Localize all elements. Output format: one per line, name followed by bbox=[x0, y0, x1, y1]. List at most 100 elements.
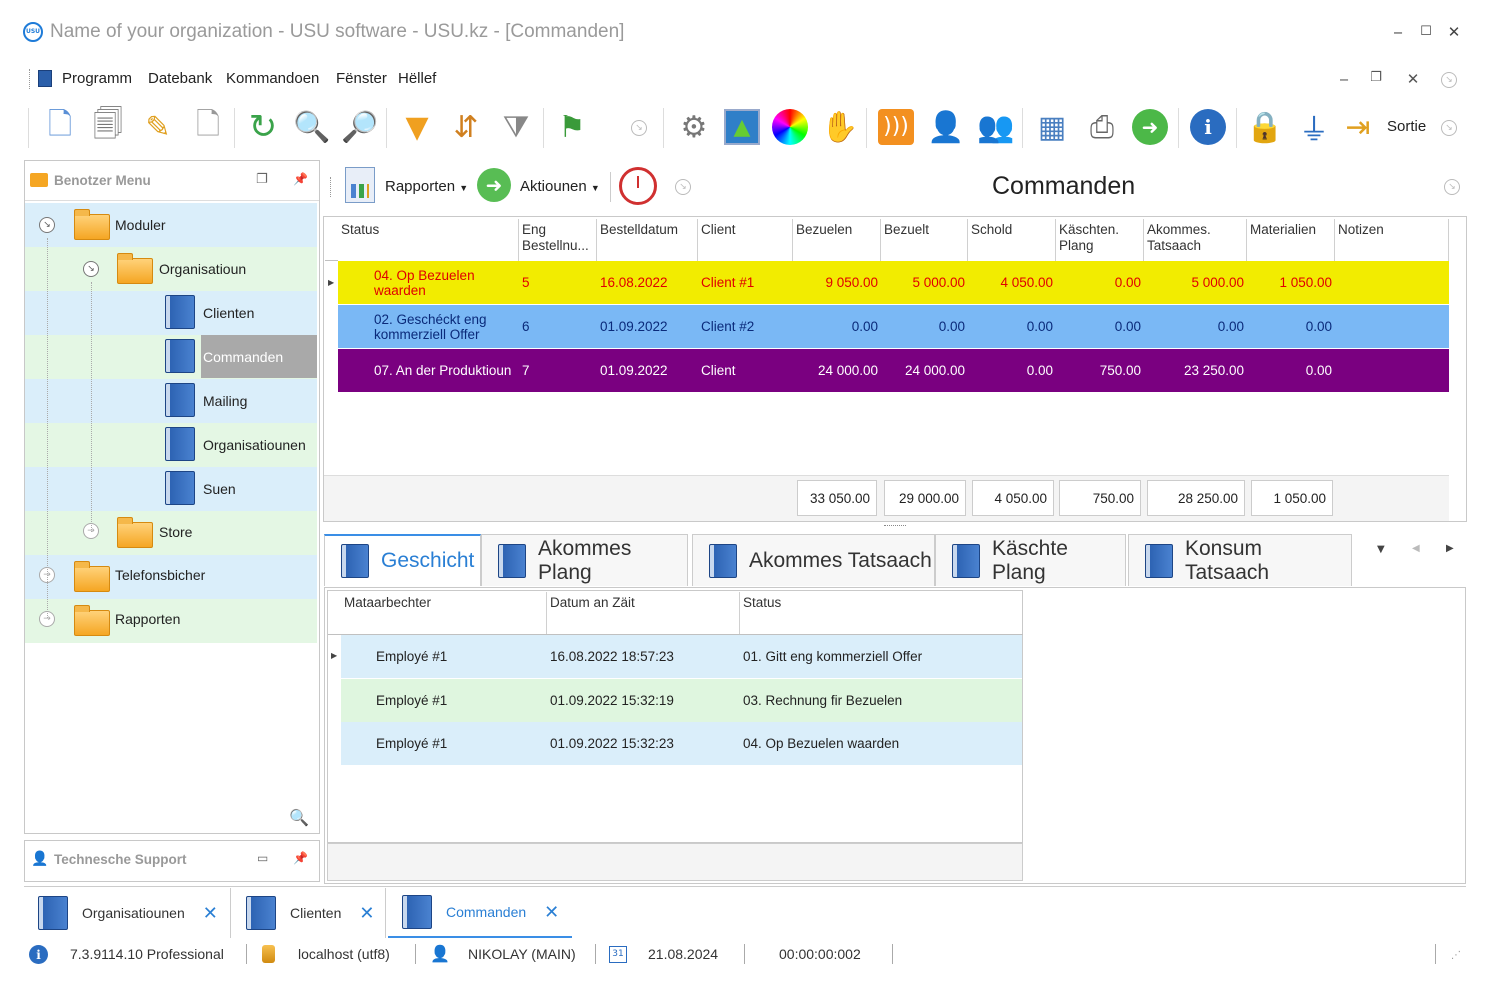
close-tab-icon[interactable]: ✕ bbox=[202, 902, 218, 923]
flag-icon[interactable]: ⚑ bbox=[558, 109, 586, 145]
doc-toolbar-overflow-icon[interactable]: ↘ bbox=[675, 179, 691, 195]
history-row[interactable]: Employé #1 01.09.2022 15:32:23 04. Op Be… bbox=[341, 722, 1022, 765]
filter-icon[interactable]: ▼ bbox=[405, 109, 429, 145]
doc-tab-organisatiounen[interactable]: Organisatiounen ✕ bbox=[24, 888, 231, 938]
clear-filter-icon[interactable]: ⧩ bbox=[502, 109, 530, 145]
history-row[interactable]: Employé #1 16.08.2022 18:57:23 01. Gitt … bbox=[341, 635, 1022, 678]
tree-item-organisatiounen[interactable]: Organisatiounen bbox=[25, 423, 317, 467]
minimize-button[interactable]: ‒ bbox=[1393, 23, 1403, 41]
advanced-search-icon[interactable]: 🔎 bbox=[341, 109, 379, 145]
delete-document-icon[interactable]: 🗋 bbox=[195, 106, 221, 142]
column-header-to-pay[interactable]: Bezuelen bbox=[793, 219, 881, 261]
tree-search-icon[interactable]: 🔍 bbox=[289, 808, 309, 827]
table-icon[interactable]: ▦ bbox=[1037, 109, 1067, 145]
collapse-icon[interactable]: ↘ bbox=[83, 261, 99, 277]
user-settings-icon[interactable]: 👤 bbox=[927, 109, 965, 145]
column-header-status[interactable]: Status bbox=[338, 219, 519, 261]
plug-icon[interactable]: ⏚ bbox=[1299, 113, 1329, 148]
mdi-close-button[interactable]: ✕ bbox=[1406, 70, 1420, 88]
tree-item-moduler[interactable]: ↘ Moduler bbox=[25, 203, 317, 247]
column-header-materials[interactable]: Materialien bbox=[1247, 219, 1335, 261]
support-pin-icon[interactable]: 📌 bbox=[293, 851, 308, 865]
settings-gear-icon[interactable]: ⚙ bbox=[680, 109, 708, 145]
tab-list-dropdown-icon[interactable]: ▼ bbox=[1377, 544, 1385, 555]
color-wheel-icon[interactable] bbox=[768, 104, 812, 150]
actions-dropdown[interactable]: Aktiounen ▼ bbox=[520, 178, 600, 195]
hand-icon[interactable]: ✋ bbox=[821, 109, 859, 145]
tab-cost-plan[interactable]: Käschte Plang bbox=[935, 534, 1126, 586]
mdi-minimize-button[interactable]: ‒ bbox=[1339, 70, 1349, 88]
column-header-debt[interactable]: Schold bbox=[968, 219, 1056, 261]
info-icon[interactable]: i bbox=[1186, 104, 1230, 150]
column-header-order-number[interactable]: Eng Bestellnu... bbox=[519, 219, 597, 261]
tree-item-telefonsbicher[interactable]: → Telefonsbicher bbox=[25, 555, 317, 599]
menu-hellef[interactable]: Hëllef bbox=[398, 70, 437, 87]
toolbar-overflow-icon[interactable]: ↘ bbox=[631, 120, 647, 136]
refresh-icon[interactable]: ↻ bbox=[248, 107, 278, 147]
table-row[interactable]: 07. An der Produktioun 7 01.09.2022 Clie… bbox=[338, 349, 1449, 392]
tree-item-commanden[interactable]: Commanden bbox=[25, 335, 317, 379]
reports-dropdown[interactable]: Rapporten ▼ bbox=[385, 178, 468, 195]
tab-scroll-left-icon[interactable]: ◀ bbox=[1412, 543, 1420, 554]
tree-item-suen[interactable]: Suen bbox=[25, 467, 317, 511]
menu-overflow-icon[interactable]: ↘ bbox=[1441, 72, 1457, 88]
maximize-button[interactable]: ☐ bbox=[1420, 24, 1432, 39]
menu-datebank[interactable]: Datebank bbox=[148, 70, 213, 87]
column-header-notes[interactable]: Notizen bbox=[1335, 219, 1449, 261]
close-tab-icon[interactable]: ✕ bbox=[544, 901, 560, 922]
print-icon[interactable]: ⎙ bbox=[1090, 109, 1114, 145]
menu-programm[interactable]: Programm bbox=[62, 70, 133, 87]
go-arrow-icon[interactable]: ➜ bbox=[1128, 104, 1172, 150]
panel-pin-icon[interactable]: 📌 bbox=[293, 172, 308, 186]
timer-clock-icon[interactable] bbox=[619, 167, 657, 205]
tree-item-organisatioun[interactable]: ↘ Organisatioun bbox=[25, 247, 317, 291]
new-document-icon[interactable]: 🗋 bbox=[47, 106, 73, 142]
column-header-history-status[interactable]: Status bbox=[740, 592, 1022, 634]
menu-fenster[interactable]: Fënster bbox=[336, 70, 387, 87]
edit-document-icon[interactable]: ✎ bbox=[145, 109, 171, 145]
table-row[interactable]: 04. Op Bezuelen waarden 5 16.08.2022 Cli… bbox=[338, 261, 1449, 304]
expand-icon[interactable]: → bbox=[39, 611, 55, 627]
tree-item-store[interactable]: → Store bbox=[25, 511, 317, 555]
column-header-client[interactable]: Client bbox=[698, 219, 793, 261]
tab-income-actual[interactable]: Akommes Tatsaach bbox=[692, 534, 935, 586]
close-tab-icon[interactable]: ✕ bbox=[359, 902, 375, 923]
actions-icon[interactable]: ➜ bbox=[477, 168, 511, 202]
users-group-icon[interactable]: 👥 bbox=[977, 109, 1015, 145]
menu-kommandoen[interactable]: Kommandoen bbox=[226, 70, 320, 87]
exit-icon[interactable]: ⇥ bbox=[1345, 109, 1371, 145]
table-row[interactable]: 02. Geschéckt eng kommerziell Offer 6 01… bbox=[338, 305, 1449, 348]
tab-history[interactable]: Geschicht bbox=[324, 534, 481, 586]
column-header-paid[interactable]: Bezuelt bbox=[881, 219, 968, 261]
rss-icon[interactable]: ))) bbox=[874, 104, 918, 150]
doc-tab-commanden[interactable]: Commanden ✕ bbox=[388, 888, 572, 938]
lock-icon[interactable]: 🔒 bbox=[1246, 109, 1284, 145]
toolbar-overflow-icon-2[interactable]: ↘ bbox=[1441, 120, 1457, 136]
resize-grip-icon[interactable]: ⋰ bbox=[1451, 950, 1461, 961]
column-header-employee[interactable]: Mataarbechter bbox=[341, 592, 547, 634]
support-restore-icon[interactable]: ▭ bbox=[257, 851, 269, 865]
tab-scroll-right-icon[interactable]: ▶ bbox=[1446, 543, 1454, 554]
reports-icon[interactable] bbox=[345, 167, 375, 203]
column-header-income-actual[interactable]: Akommes. Tatsaach bbox=[1144, 219, 1247, 261]
exit-label[interactable]: Sortie bbox=[1387, 118, 1427, 135]
tree-item-mailing[interactable]: Mailing bbox=[25, 379, 317, 423]
filter-settings-icon[interactable]: ⇵ bbox=[453, 109, 479, 145]
tab-consumption-actual[interactable]: Konsum Tatsaach bbox=[1128, 534, 1352, 586]
mdi-restore-button[interactable]: ❐ bbox=[1370, 70, 1382, 85]
search-icon[interactable]: 🔍 bbox=[293, 109, 331, 145]
panel-float-icon[interactable]: ❐ bbox=[256, 172, 268, 187]
column-header-cost-plan[interactable]: Käschten. Plang bbox=[1056, 219, 1144, 261]
tree-item-clienten[interactable]: Clienten bbox=[25, 291, 317, 335]
column-header-order-date[interactable]: Bestelldatum bbox=[597, 219, 698, 261]
tab-income-plan[interactable]: Akommes Plang bbox=[481, 534, 688, 586]
close-button[interactable]: ✕ bbox=[1447, 23, 1461, 41]
doc-tab-clienten[interactable]: Clienten ✕ bbox=[232, 888, 386, 938]
tree-item-rapporten[interactable]: → Rapporten bbox=[25, 599, 317, 643]
column-header-datetime[interactable]: Datum an Zäit bbox=[547, 592, 740, 634]
collapse-icon[interactable]: ↘ bbox=[39, 217, 55, 233]
splitter-handle[interactable] bbox=[884, 525, 906, 527]
history-row[interactable]: Employé #1 01.09.2022 15:32:19 03. Rechn… bbox=[341, 679, 1022, 722]
copy-document-icon[interactable]: 🗐 bbox=[93, 106, 123, 142]
map-icon[interactable]: ▲ bbox=[720, 104, 764, 150]
